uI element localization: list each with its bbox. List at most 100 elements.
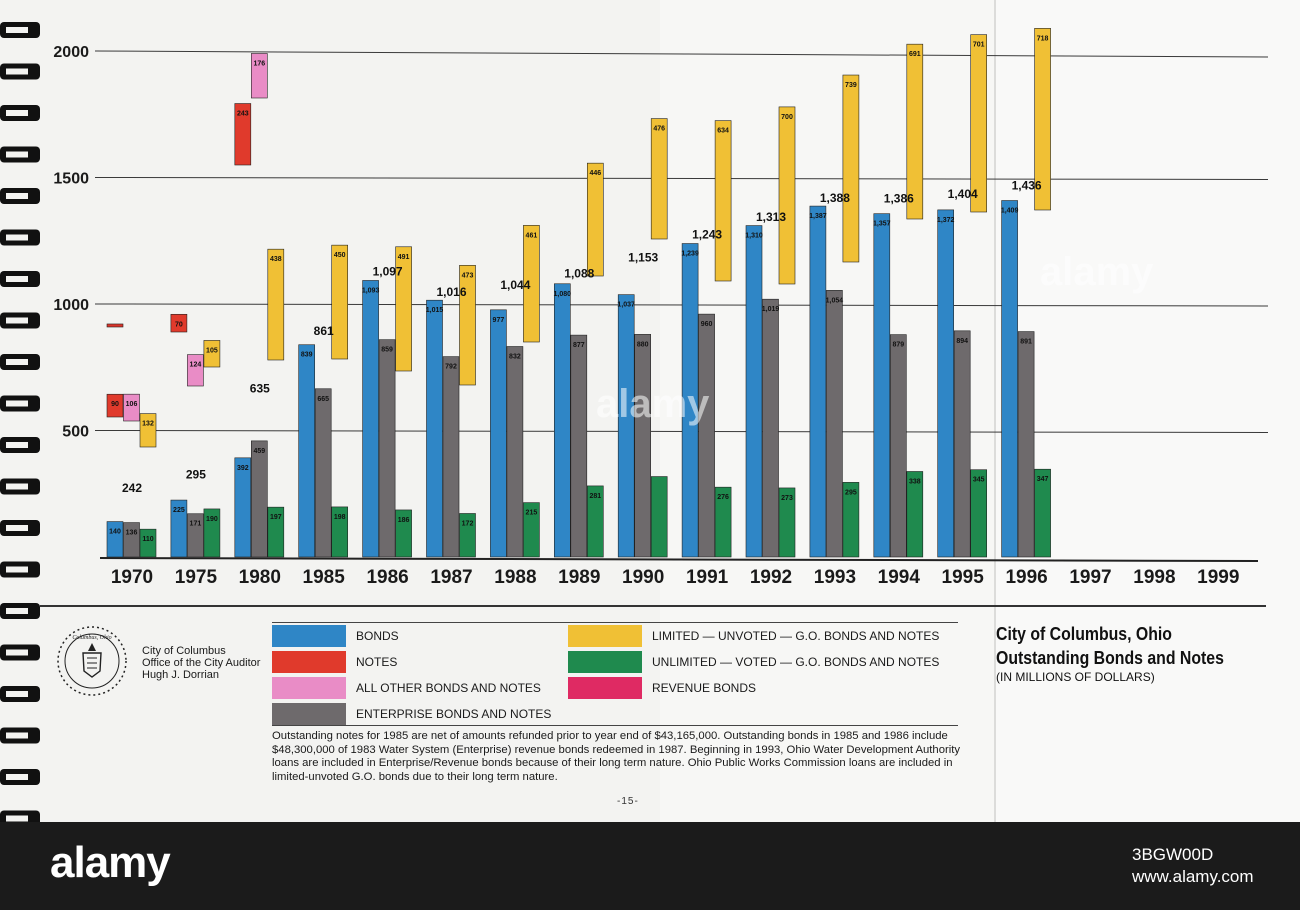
binding-hole bbox=[6, 151, 28, 158]
bar-value-label: 243 bbox=[237, 111, 249, 118]
legend-rule-bottom bbox=[272, 725, 958, 726]
page-fold-line bbox=[994, 0, 996, 822]
bar-segment-notes bbox=[170, 313, 188, 333]
x-tick-label: 1975 bbox=[175, 567, 218, 588]
bar-value-label: 136 bbox=[126, 530, 138, 537]
bar-value-label: 438 bbox=[270, 256, 282, 263]
bar-segment-bonds bbox=[362, 280, 379, 558]
bar-segment-bonds bbox=[745, 225, 763, 558]
bar-segment-enterprise bbox=[378, 339, 396, 558]
binding-hole bbox=[6, 234, 28, 241]
total-label: 1,088 bbox=[564, 267, 594, 281]
bar-value-label: 792 bbox=[445, 364, 457, 371]
bar-value-label: 839 bbox=[301, 352, 313, 359]
document-page: 500 1000 1500 2000 140 90 136 106 110 132 242 1970 2… bbox=[0, 0, 1300, 822]
bar-value-label: 1,357 bbox=[873, 221, 891, 228]
x-tick-label: 1995 bbox=[942, 567, 985, 588]
bar-value-label: 281 bbox=[589, 493, 601, 500]
bar-value-label: 877 bbox=[573, 342, 585, 349]
binding-hole bbox=[6, 691, 28, 697]
total-label: 1,386 bbox=[884, 191, 914, 205]
bar-value-label: 1,037 bbox=[617, 302, 635, 309]
total-label: 861 bbox=[314, 324, 334, 338]
bar-value-label: 110 bbox=[142, 536, 153, 543]
bar-value-label: 338 bbox=[909, 478, 921, 485]
bar-value-label: 198 bbox=[334, 514, 346, 521]
bar-segment-enterprise bbox=[314, 388, 332, 558]
city-seal-logo: Columbus, Ohio bbox=[57, 626, 127, 696]
bar-value-label: 1,080 bbox=[554, 291, 572, 298]
bar-value-label: 90 bbox=[111, 401, 119, 408]
bar-segment-bonds bbox=[553, 283, 571, 558]
binding-hole bbox=[6, 732, 28, 739]
bar-segment-limited bbox=[842, 74, 860, 263]
bar-value-label: 105 bbox=[206, 347, 218, 354]
total-label: 295 bbox=[186, 467, 206, 481]
legend-swatch bbox=[568, 624, 642, 647]
bar-value-label: 347 bbox=[1037, 476, 1049, 483]
bar-segment-limited bbox=[1034, 28, 1051, 211]
legend-label: UNLIMITED — VOTED — G.O. BONDS AND NOTES bbox=[652, 654, 940, 669]
y-tick-label: 1500 bbox=[53, 171, 89, 188]
binding-hole bbox=[6, 525, 28, 531]
legend-row: ENTERPRISE BONDS AND NOTES bbox=[272, 701, 958, 727]
x-tick-label: 1987 bbox=[430, 567, 472, 588]
bar-segment-enterprise bbox=[187, 513, 204, 558]
bar-segment-unlimited bbox=[778, 487, 796, 558]
legend-swatch bbox=[568, 676, 642, 699]
binding-hole bbox=[6, 774, 28, 780]
bar-value-label: 859 bbox=[381, 347, 393, 354]
bar-segment-limited bbox=[459, 265, 476, 386]
bar-value-label: 186 bbox=[398, 517, 410, 524]
bar-segment-limited bbox=[970, 34, 988, 213]
bar-segment-enterprise bbox=[442, 356, 460, 558]
legend-item: LIMITED — UNVOTED — G.O. BONDS AND NOTES bbox=[568, 623, 939, 648]
x-tick-label: 1993 bbox=[814, 567, 856, 588]
bar-segment-enterprise bbox=[826, 290, 843, 558]
total-label: 1,404 bbox=[948, 187, 978, 201]
x-tick-label: 1986 bbox=[366, 567, 408, 588]
legend-rule-top bbox=[272, 622, 958, 623]
stock-id-code: 3BGW00D bbox=[1132, 845, 1214, 864]
bar-segment-unlimited bbox=[331, 506, 349, 558]
bar-segment-limited bbox=[714, 120, 732, 282]
legend-item: UNLIMITED — VOTED — G.O. BONDS AND NOTES bbox=[568, 649, 939, 674]
bar-segment-enterprise bbox=[698, 313, 715, 558]
bar-segment-unlimited bbox=[714, 486, 732, 558]
bar-segment-unlimited bbox=[459, 513, 476, 558]
chart-units: (IN MILLIONS OF DOLLARS) bbox=[996, 670, 1155, 684]
bar-segment-limited bbox=[523, 225, 540, 343]
bar-value-label: 894 bbox=[956, 338, 968, 345]
bar-segment-all-other bbox=[187, 354, 204, 387]
bar-value-label: 1,054 bbox=[826, 297, 844, 304]
binding-hole bbox=[6, 566, 28, 573]
legend-swatch bbox=[272, 624, 346, 647]
bar-value-label: 190 bbox=[206, 516, 218, 523]
bar-segment-bonds bbox=[873, 213, 891, 558]
bar-segment-bonds bbox=[106, 521, 124, 558]
chart-divider bbox=[40, 605, 1266, 607]
bar-value-label: 124 bbox=[190, 362, 202, 369]
bar-value-label: 70 bbox=[175, 321, 183, 328]
bar-segment-unlimited bbox=[203, 508, 221, 558]
chart-title-block: City of Columbus, Ohio Outstanding Bonds… bbox=[996, 622, 1296, 684]
bar-segment-unlimited bbox=[267, 506, 285, 558]
bar-value-label: 1,093 bbox=[362, 287, 380, 294]
bar-segment-limited bbox=[267, 248, 285, 361]
binding-hole bbox=[6, 815, 28, 822]
y-tick-label: 2000 bbox=[53, 44, 89, 61]
bar-segment-limited bbox=[650, 118, 668, 240]
bar-segment-unlimited bbox=[586, 485, 604, 558]
bar-segment-enterprise bbox=[953, 330, 971, 558]
chart-title-line2: Outstanding Bonds and Notes bbox=[996, 648, 1224, 668]
bar-value-label: 172 bbox=[462, 520, 474, 527]
bar-segment-limited bbox=[906, 43, 924, 220]
binding-hole bbox=[6, 193, 28, 199]
bar-segment-notes bbox=[234, 103, 252, 166]
gridline bbox=[94, 177, 1269, 180]
total-label: 1,243 bbox=[692, 228, 722, 242]
bar-segment-unlimited bbox=[523, 502, 540, 558]
legend-label: REVENUE BONDS bbox=[652, 680, 757, 695]
binding-hole bbox=[6, 400, 28, 407]
x-tick-label: 1998 bbox=[1133, 567, 1175, 588]
